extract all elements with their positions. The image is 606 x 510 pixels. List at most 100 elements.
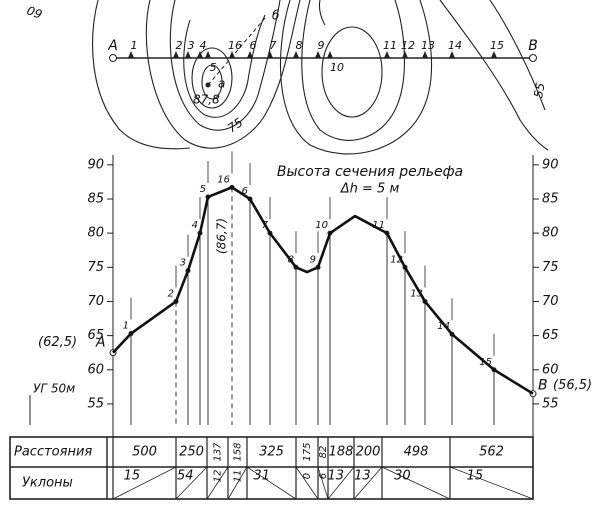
- end-annotation: (56,5): [553, 378, 592, 393]
- contour: [191, 47, 233, 109]
- contour: [145, 0, 301, 149]
- map-point-label: 12: [401, 39, 415, 52]
- table-cell: 15: [467, 469, 484, 484]
- table-cell: 498: [404, 445, 429, 460]
- table-cell: 12: [213, 470, 224, 483]
- contour: [201, 64, 223, 100]
- table-cell: 137: [213, 442, 224, 462]
- slope-diagonal: [327, 466, 355, 500]
- map-point: [449, 51, 455, 58]
- end-label: B: [538, 378, 548, 394]
- slope-diagonal: [227, 466, 248, 500]
- table-cell: 11: [233, 470, 244, 483]
- scale-label: УГ 50м: [33, 382, 75, 396]
- map-point: [384, 51, 390, 58]
- table-cell: 562: [479, 445, 504, 460]
- table-cell: 82: [318, 446, 329, 459]
- map-point-label: 7: [270, 39, 277, 52]
- point-label: 1: [123, 321, 129, 332]
- slope-diagonal: [175, 466, 208, 500]
- point-label: 6: [242, 186, 248, 197]
- map-point-label: 3: [188, 39, 195, 52]
- map-point: [315, 51, 321, 58]
- contour-label: 55: [531, 82, 547, 99]
- y-tick-label: 55: [542, 396, 559, 411]
- map-point: [422, 51, 428, 58]
- profile-title: Высота сечения рельефа: [277, 164, 463, 180]
- map-point-label: 11: [383, 39, 397, 52]
- map-point: [293, 51, 299, 58]
- point-label: 3: [180, 258, 186, 269]
- map-point: [229, 51, 235, 58]
- y-tick-label: 90: [542, 157, 559, 172]
- map-point-label: A: [107, 38, 118, 54]
- point-label: 9: [310, 254, 316, 265]
- contour-label: 60: [25, 3, 44, 22]
- contour: [489, 0, 546, 111]
- y-tick-label: 80: [87, 226, 104, 241]
- table-cell: 31: [253, 469, 270, 484]
- row-header: Уклоны: [22, 476, 73, 491]
- end-point: [109, 54, 117, 62]
- map-point-label: 14: [448, 39, 462, 52]
- end-point: [529, 54, 537, 62]
- slope-diagonal: [295, 466, 319, 500]
- map-point-label: 6: [250, 39, 257, 52]
- map-point-label: 16: [228, 39, 242, 52]
- y-tick-label: 80: [542, 226, 559, 241]
- slope-diagonal: [246, 466, 297, 500]
- map-point: [402, 51, 408, 58]
- map-point-label: B: [528, 38, 538, 54]
- contour: [321, 26, 383, 118]
- profile-curve: [112, 186, 534, 395]
- table-cell: 175: [302, 442, 313, 461]
- contour: [301, 0, 406, 141]
- table-cell: 54: [177, 469, 194, 484]
- y-tick-label: 55: [87, 396, 104, 411]
- map-point: [267, 51, 273, 58]
- slope-diagonal: [353, 466, 383, 500]
- map-point: [128, 51, 134, 58]
- end-label: A: [95, 335, 106, 351]
- contour: [183, 14, 266, 118]
- contour: [279, 0, 433, 155]
- y-tick-label: 65: [87, 328, 104, 343]
- table-frame: [9, 436, 534, 500]
- y-tick-label: 90: [87, 157, 104, 172]
- map-point: [185, 51, 191, 58]
- summit-label: a: [218, 77, 225, 91]
- slope-diagonal: [112, 466, 177, 500]
- table-cell: 13: [328, 469, 345, 484]
- point-label: 5: [200, 184, 206, 195]
- contour: [92, 0, 191, 150]
- y-tick-label: 85: [542, 191, 559, 206]
- y-tick-label: 60: [87, 362, 104, 377]
- table-cell: 30: [394, 469, 411, 484]
- map-point: [247, 51, 253, 58]
- direction-label: б: [272, 9, 280, 23]
- point-label: 4: [192, 220, 198, 231]
- y-tick-label: 85: [87, 191, 104, 206]
- point-label: 2: [168, 288, 174, 299]
- table-cell: 250: [179, 445, 204, 460]
- table-cell: 6: [318, 473, 329, 479]
- summit-elevation: 87,8: [193, 93, 220, 107]
- point-label: 10: [315, 220, 328, 231]
- map-point-label: 15: [490, 39, 504, 52]
- point-label: 13: [410, 288, 423, 299]
- table-cell: 0: [302, 473, 313, 479]
- y-tick-label: 70: [87, 294, 104, 309]
- map-point-label: 1: [131, 39, 138, 52]
- map-point: [173, 51, 179, 58]
- y-tick-label: 65: [542, 328, 559, 343]
- map-point-label: 8: [296, 39, 303, 52]
- map-point-label: 2: [176, 39, 183, 52]
- slope-diagonal: [381, 466, 451, 500]
- y-tick-label: 60: [542, 362, 559, 377]
- table-cell: 13: [354, 469, 371, 484]
- y-tick-label: 75: [87, 260, 104, 275]
- map-point-label: 5: [210, 61, 217, 74]
- data-table: Расстояния Уклоны: [9, 436, 534, 500]
- row-header: Расстояния: [14, 445, 92, 460]
